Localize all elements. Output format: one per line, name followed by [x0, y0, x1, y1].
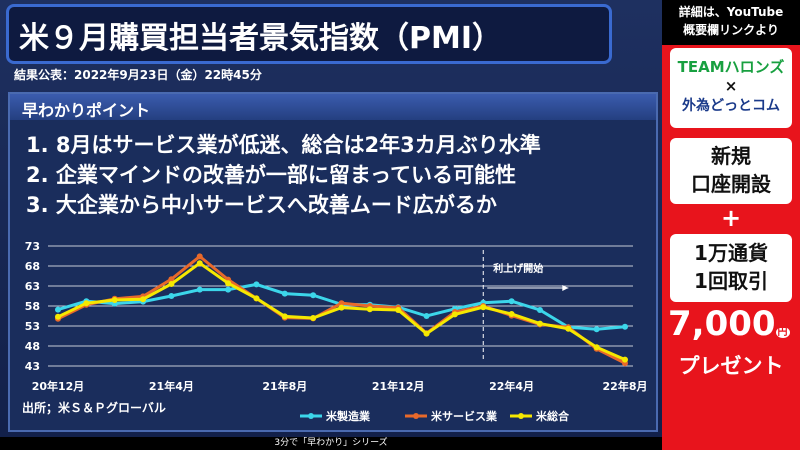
x-tick-label: 22年4月 [489, 379, 534, 393]
point [196, 286, 203, 293]
point: 2. 企業マインドの改善が一部に留まっている可能性 [26, 163, 517, 187]
offer1-box: 新規 口座開設 [670, 138, 792, 204]
x-tick-label: 21年8月 [262, 379, 307, 393]
offer-text: 新規 [711, 144, 751, 168]
legend-label: 米製造業 [325, 409, 371, 423]
point [168, 281, 175, 287]
legend-marker [308, 413, 314, 419]
x-tick-label: 20年12月 [32, 379, 85, 393]
brand-box: TEAMハロンズ × 外為どっとコム [670, 48, 792, 128]
footer: 3分で「早わかり」シリーズ [0, 437, 662, 450]
plus: + [720, 204, 742, 232]
x-tick-label: 21年12月 [372, 379, 425, 393]
point [338, 300, 345, 307]
unit: 円 [775, 327, 790, 338]
y-tick-label: 43 [25, 360, 40, 373]
point [508, 298, 515, 305]
point [593, 326, 600, 333]
point: 1. 8月はサービス業が低迷、総合は2年3カ月ぶり水準 [26, 133, 541, 157]
point [593, 344, 600, 351]
legend-label: 米総合 [535, 409, 570, 423]
point [281, 313, 288, 320]
point [423, 330, 430, 337]
amount: 7,000 [668, 304, 776, 344]
point [480, 304, 487, 311]
x-tick-label: 22年8月 [603, 379, 648, 393]
offer-text: 1回取引 [694, 269, 768, 293]
subtitle: 結果公表：2022年9月23日（金）22時45分 [14, 68, 262, 82]
amount-line: 7,000 円 [668, 304, 790, 344]
annotation-text: 利上げ開始 [493, 262, 543, 275]
point [536, 307, 543, 313]
point [225, 280, 232, 287]
point [508, 311, 515, 317]
point [253, 281, 260, 288]
source: 出所；米Ｓ＆Ｐグローバル [22, 400, 166, 415]
point [140, 296, 147, 303]
point [168, 276, 175, 283]
point [111, 297, 118, 303]
present: プレゼント [678, 354, 784, 378]
y-tick-label: 53 [25, 320, 40, 333]
point [536, 320, 543, 327]
point [423, 313, 430, 319]
point [55, 313, 61, 320]
y-tick-label: 58 [25, 300, 40, 313]
point [310, 292, 317, 299]
main-panel: 米９月購買担当者景気指数（PMI） 結果公表：2022年9月23日（金）22時4… [0, 0, 662, 437]
point: 3. 大企業から中小サービスへ改善ムード広がるか [26, 193, 497, 217]
sidebar-text: 詳細は、YouTube [678, 5, 784, 19]
offer-text: 1万通貨 [694, 241, 768, 265]
point [338, 304, 345, 311]
point [366, 306, 373, 313]
title: 米９月購買担当者景気指数（PMI） [19, 21, 503, 56]
point [622, 323, 628, 330]
point [565, 325, 572, 332]
legend-label: 米サービス業 [430, 409, 498, 423]
sidebar-top: 詳細は、YouTube 概要欄リンクより [662, 0, 800, 45]
y-tick-label: 48 [25, 340, 40, 353]
brand1: TEAMハロンズ [677, 58, 785, 76]
point [310, 315, 317, 321]
point [83, 300, 90, 307]
point [451, 311, 458, 318]
x-tick-label: 21年4月 [149, 379, 194, 393]
point [225, 286, 232, 293]
offer2-box: 1万通貨 1回取引 [670, 234, 792, 302]
y-tick-label: 63 [25, 280, 40, 293]
point [55, 306, 61, 313]
y-tick-label: 68 [25, 260, 40, 273]
section-title: 早わかりポイント [22, 101, 151, 120]
annotation-arrowhead [562, 285, 569, 291]
point [622, 356, 628, 363]
title-bar: 米９月購買担当者景気指数（PMI） [6, 4, 612, 64]
point [281, 290, 288, 297]
point [196, 260, 203, 267]
point [253, 295, 260, 302]
chart: 出所；米Ｓ＆Ｐグローバル 43 48 53 58 63 68 73 20年12月 21年4月 21… [22, 240, 648, 423]
offer-text: 口座開設 [691, 172, 771, 196]
point [196, 253, 203, 260]
brand2: 外為どっとコム [682, 98, 780, 114]
points: 1. 8月はサービス業が低迷、総合は2年3カ月ぶり水準 2. 企業マインドの改善… [26, 130, 541, 220]
cross: × [724, 77, 738, 95]
section-header: 早わかりポイント [10, 94, 656, 120]
sidebar-text: 概要欄リンクより [683, 23, 779, 37]
legend-marker [413, 413, 419, 419]
content-box: 早わかりポイント 1. 8月はサービス業が低迷、総合は2年3カ月ぶり水準 2. … [8, 92, 658, 432]
point [168, 293, 175, 299]
y-tick-label: 73 [25, 240, 40, 253]
point [395, 307, 402, 313]
legend-marker [518, 413, 524, 419]
